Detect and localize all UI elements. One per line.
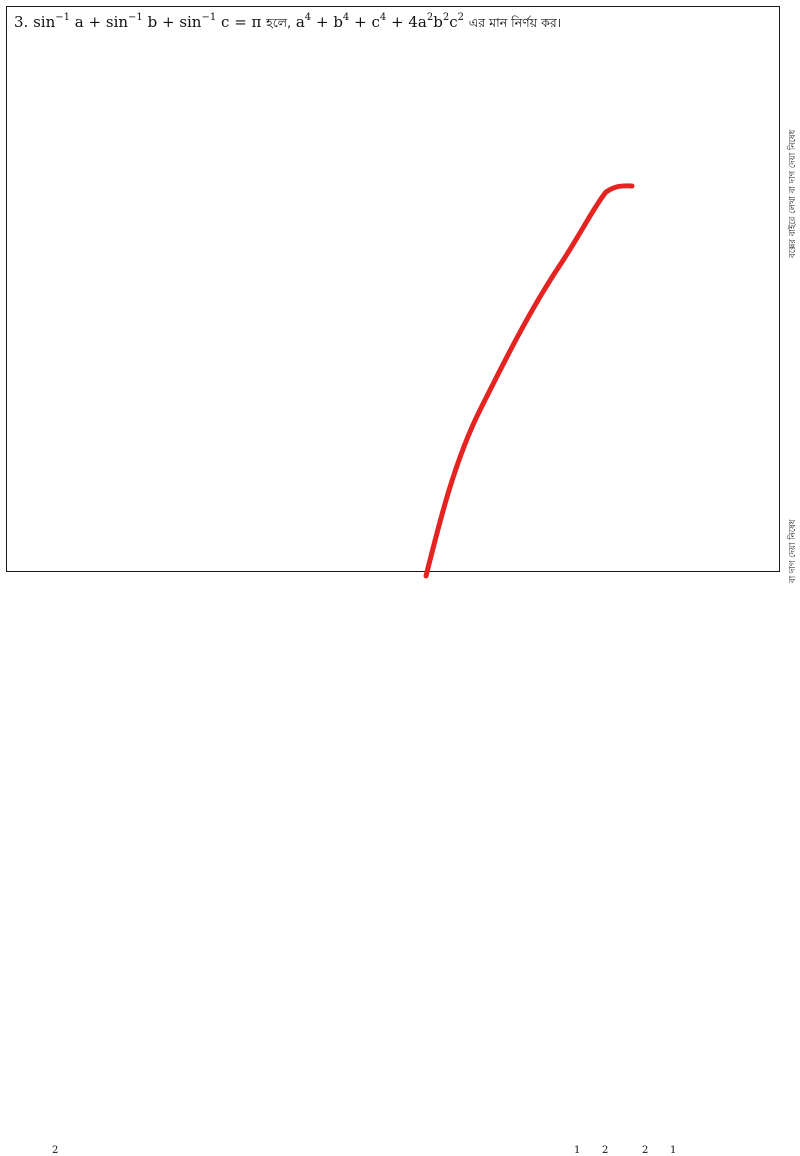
expr-coef-a: 4a xyxy=(408,13,427,31)
plus-4: + xyxy=(354,13,367,31)
sin-fn-3: sin xyxy=(179,13,202,31)
inverse-exp-2: −1 xyxy=(128,12,143,23)
plus-2: + xyxy=(161,13,175,31)
equals-pi: = π xyxy=(234,13,262,31)
question-line: 3. sin−1 a + sin−1 b + sin−1 c = π হলে, … xyxy=(14,12,561,33)
condition-word: হলে, xyxy=(266,15,292,30)
expr-b-pow: 4 xyxy=(342,12,350,23)
cut-text-fragment: 1 xyxy=(574,1145,581,1156)
inverse-exp-1: −1 xyxy=(55,12,70,23)
sin-fn-1: sin xyxy=(33,13,56,31)
cut-text-fragment: 2 xyxy=(602,1145,609,1156)
expr-c: c xyxy=(371,13,380,31)
question-number: 3. xyxy=(14,13,29,31)
var-c: c xyxy=(221,13,230,31)
sin-fn-2: sin xyxy=(105,13,129,31)
expr-coef-a-pow: 2 xyxy=(426,12,434,23)
plus-5: + xyxy=(391,13,404,31)
next-question-strip: 2 1 2 2 1 xyxy=(0,572,800,1156)
cut-text-fragment: 2 xyxy=(52,1145,59,1156)
expr-b: b xyxy=(333,13,343,31)
cut-text-fragment: 2 xyxy=(642,1145,649,1156)
expr-coef-c-pow: 2 xyxy=(457,12,464,23)
side-note-warning: বক্সের বাইরে লেখা বা দাগ দেয়া নিষেধ xyxy=(788,129,798,258)
instruction-text: এর মান নির্ণয় কর। xyxy=(468,15,562,30)
expr-c-pow: 4 xyxy=(379,12,387,23)
plus-3: + xyxy=(315,13,329,31)
answer-sheet: 3. sin−1 a + sin−1 b + sin−1 c = π হলে, … xyxy=(0,6,800,1156)
inverse-exp-3: −1 xyxy=(201,12,217,23)
var-b: b xyxy=(147,13,158,31)
plus-1: + xyxy=(88,13,102,31)
expr-a: a xyxy=(295,13,305,31)
var-a: a xyxy=(74,13,84,31)
answer-box[interactable] xyxy=(6,6,780,572)
expr-coef-c: c xyxy=(449,13,458,31)
expr-coef-b-pow: 2 xyxy=(442,12,450,23)
expr-a-pow: 4 xyxy=(304,12,312,23)
expr-coef-b: b xyxy=(433,13,443,31)
cut-text-fragment: 1 xyxy=(670,1145,677,1156)
